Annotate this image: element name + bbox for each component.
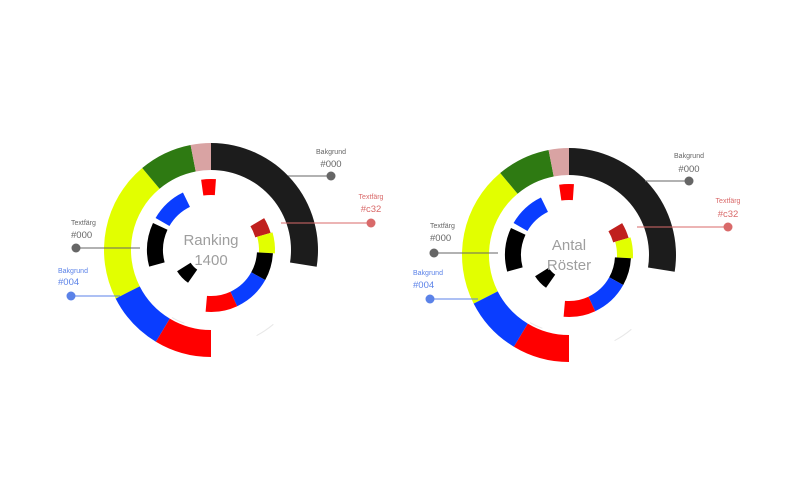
outer-ring-segment-pink [548, 148, 569, 177]
inner-ring-segment-inner_black [147, 222, 168, 267]
color-callout: Bakgrund #004 [58, 268, 120, 301]
inner-ring-segment-blue [513, 197, 548, 231]
callout-title: Textfärg [359, 194, 384, 201]
outer-ring-segment-yellow [103, 168, 160, 299]
outer-ring-track [614, 328, 632, 342]
color-callout: Textfärg #000 [71, 220, 140, 253]
outer-ring-segment-black [211, 143, 318, 267]
inner-ring-segment-red [563, 296, 596, 318]
outer-ring-segment-black [569, 148, 676, 272]
inner-ring-segment-inner_black [609, 257, 631, 286]
callout-value: #000 [678, 164, 699, 175]
inner-ring-segment-inner_black [177, 262, 198, 283]
callout-dot [66, 291, 76, 301]
callout-dot [366, 218, 376, 228]
inner-ring-segment-red [201, 178, 216, 196]
callout-dot [71, 243, 81, 253]
inner-ring-segment-inner_black [251, 252, 273, 281]
callout-title: Bakgrund [413, 270, 443, 277]
callout-dot [429, 248, 439, 258]
inner-ring-segment-inner_black [505, 227, 526, 272]
inner-ring-segment-darkred [608, 223, 629, 243]
callout-value: #000 [71, 230, 92, 241]
inner-ring-segment-blue [230, 272, 266, 307]
outer-ring-segment-green [500, 149, 554, 194]
color-callout: Bakgrund #004 [413, 270, 478, 304]
callout-value: #000 [320, 159, 341, 170]
center-label-line-2: Röster [547, 257, 591, 274]
inner-ring-segment-yellow [615, 237, 633, 259]
color-callout: Textfärg #c32 [637, 198, 741, 232]
center-label-line-2: 1400 [194, 252, 227, 269]
inner-ring-track [171, 317, 185, 324]
inner-ring-segment-red [559, 184, 574, 201]
callout-value: #004 [413, 280, 434, 291]
callout-title: Textfärg [71, 220, 96, 227]
outer-ring-segment-red [513, 323, 569, 362]
center-label-line-1: Antal [552, 237, 586, 254]
callout-value: #000 [430, 233, 451, 244]
callout-value: #c32 [361, 204, 382, 215]
color-callout: Textfärg #c32 [281, 194, 384, 228]
callout-title: Bakgrund [316, 149, 346, 156]
callout-dot [326, 171, 336, 181]
outer-ring-segment-yellow [461, 173, 518, 304]
outer-ring-segment-pink [190, 143, 211, 172]
inner-ring-track [529, 322, 543, 329]
inner-ring-segment-yellow [257, 232, 275, 254]
outer-ring-segment-red [155, 318, 211, 357]
callout-dot [723, 222, 733, 232]
inner-ring-segment-inner_black [535, 267, 556, 288]
donut-diagram-2: AntalRösterBakgrund#000Textfärg#c32Textf… [413, 148, 741, 362]
callout-value: #004 [58, 277, 79, 288]
inner-ring-segment-blue [155, 192, 190, 226]
outer-ring-segment-blue [473, 291, 528, 347]
callout-title: Bakgrund [674, 153, 704, 160]
donut-diagram-1: Ranking1400Bakgrund#000Textfärg#c32Textf… [58, 143, 384, 357]
callout-value: #c32 [718, 209, 739, 220]
callout-dot [684, 176, 694, 186]
color-callout: Bakgrund #000 [645, 153, 704, 186]
color-callout: Bakgrund #000 [288, 149, 346, 181]
inner-ring-segment-red [205, 291, 238, 312]
inner-ring-segment-darkred [250, 218, 271, 238]
callout-title: Bakgrund [58, 268, 88, 275]
center-label-line-1: Ranking [183, 232, 238, 249]
callout-title: Textfärg [430, 223, 455, 230]
outer-ring-segment-green [142, 144, 196, 189]
outer-ring-segment-blue [115, 286, 170, 342]
color-callout: Textfärg #000 [429, 223, 498, 258]
inner-ring-segment-blue [588, 277, 624, 312]
callout-title: Textfärg [716, 198, 741, 205]
outer-ring-track [256, 323, 274, 337]
callout-dot [425, 294, 435, 304]
